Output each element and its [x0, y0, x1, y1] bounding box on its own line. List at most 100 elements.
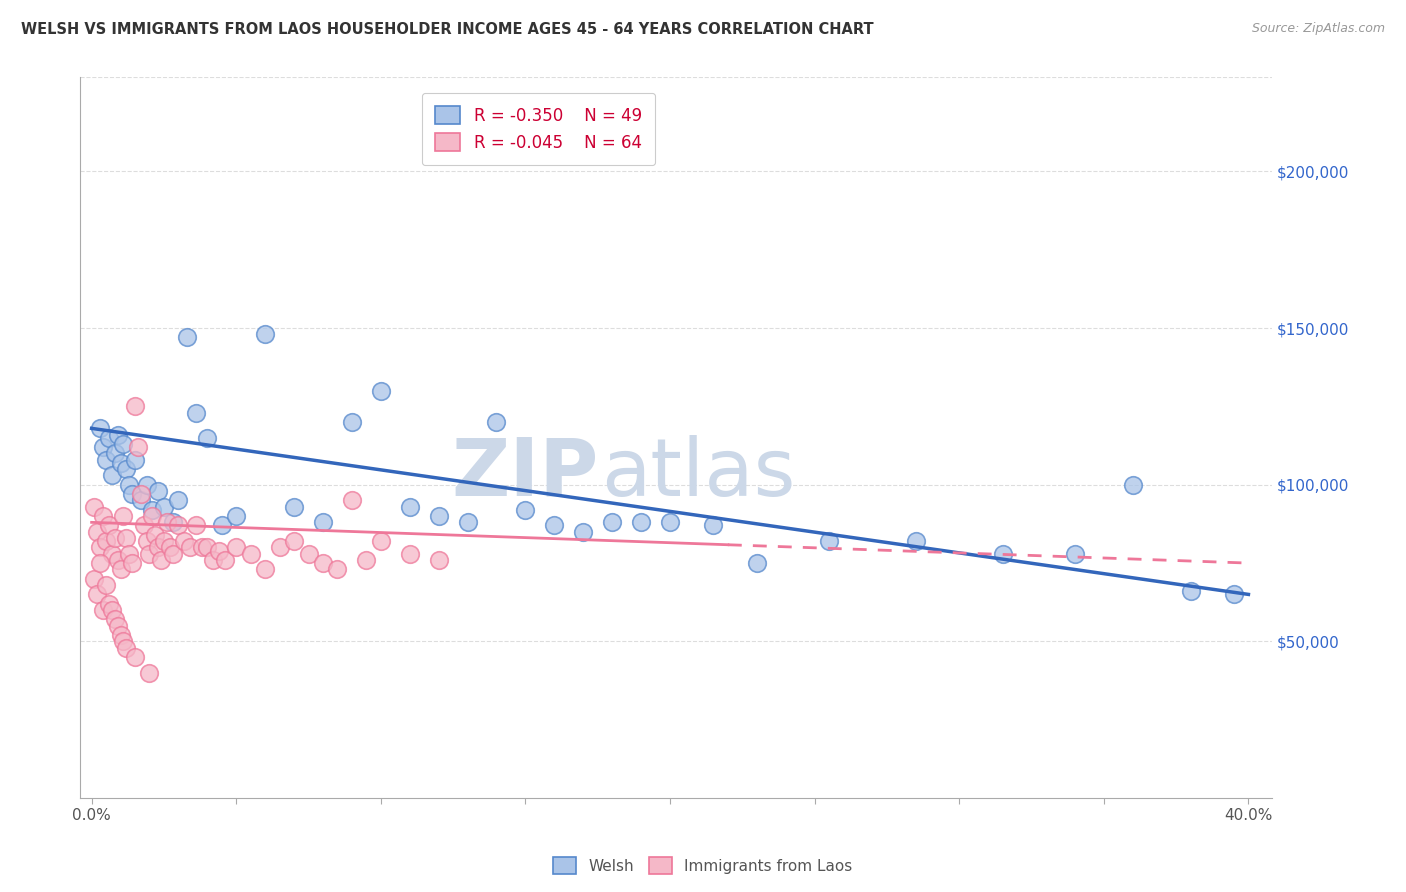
Text: WELSH VS IMMIGRANTS FROM LAOS HOUSEHOLDER INCOME AGES 45 - 64 YEARS CORRELATION : WELSH VS IMMIGRANTS FROM LAOS HOUSEHOLDE… — [21, 22, 873, 37]
Point — [254, 327, 277, 342]
Point — [115, 640, 138, 655]
Point — [370, 384, 392, 398]
Point — [121, 556, 143, 570]
Point — [91, 440, 114, 454]
Point — [110, 562, 132, 576]
Point — [225, 541, 247, 555]
Point — [112, 509, 135, 524]
Point — [356, 553, 378, 567]
Point — [104, 446, 127, 460]
Point — [162, 516, 184, 530]
Point — [167, 493, 190, 508]
Point — [150, 553, 173, 567]
Point — [118, 477, 141, 491]
Point — [146, 541, 169, 555]
Point — [370, 534, 392, 549]
Point — [89, 556, 111, 570]
Point — [283, 534, 305, 549]
Point — [818, 534, 841, 549]
Text: ZIP: ZIP — [451, 434, 599, 513]
Point — [94, 534, 117, 549]
Point — [190, 541, 212, 555]
Point — [107, 553, 129, 567]
Point — [135, 477, 157, 491]
Point — [115, 462, 138, 476]
Point — [485, 415, 508, 429]
Point — [89, 421, 111, 435]
Point — [225, 509, 247, 524]
Point — [283, 500, 305, 514]
Point — [543, 518, 565, 533]
Point — [110, 628, 132, 642]
Point — [398, 500, 420, 514]
Point — [129, 493, 152, 508]
Point — [129, 487, 152, 501]
Point — [312, 516, 335, 530]
Point — [991, 547, 1014, 561]
Point — [195, 541, 218, 555]
Point — [702, 518, 724, 533]
Point — [141, 509, 163, 524]
Point — [904, 534, 927, 549]
Text: Source: ZipAtlas.com: Source: ZipAtlas.com — [1251, 22, 1385, 36]
Point — [97, 431, 120, 445]
Point — [1223, 587, 1246, 601]
Point — [112, 634, 135, 648]
Point — [167, 518, 190, 533]
Point — [101, 603, 124, 617]
Point — [124, 452, 146, 467]
Point — [184, 406, 207, 420]
Point — [94, 578, 117, 592]
Point — [115, 531, 138, 545]
Point — [86, 524, 108, 539]
Point — [745, 556, 768, 570]
Point — [124, 400, 146, 414]
Point — [269, 541, 291, 555]
Point — [91, 603, 114, 617]
Point — [340, 493, 363, 508]
Point — [297, 547, 319, 561]
Point — [153, 534, 176, 549]
Point — [202, 553, 225, 567]
Point — [659, 516, 682, 530]
Legend: R = -0.350    N = 49, R = -0.045    N = 64: R = -0.350 N = 49, R = -0.045 N = 64 — [422, 93, 655, 165]
Point — [156, 516, 179, 530]
Point — [104, 612, 127, 626]
Point — [153, 500, 176, 514]
Point — [427, 509, 450, 524]
Point — [138, 547, 160, 561]
Point — [1180, 584, 1202, 599]
Point — [83, 572, 105, 586]
Point — [326, 562, 349, 576]
Point — [101, 547, 124, 561]
Point — [112, 437, 135, 451]
Point — [107, 619, 129, 633]
Point — [94, 452, 117, 467]
Point — [107, 427, 129, 442]
Point — [141, 503, 163, 517]
Point — [97, 518, 120, 533]
Point — [101, 468, 124, 483]
Point — [214, 553, 236, 567]
Point — [91, 509, 114, 524]
Text: atlas: atlas — [600, 434, 796, 513]
Point — [457, 516, 479, 530]
Point — [138, 665, 160, 680]
Point — [143, 528, 166, 542]
Point — [312, 556, 335, 570]
Point — [127, 440, 149, 454]
Point — [110, 456, 132, 470]
Point — [600, 516, 623, 530]
Point — [427, 553, 450, 567]
Point — [135, 534, 157, 549]
Point — [118, 547, 141, 561]
Point — [121, 487, 143, 501]
Point — [86, 587, 108, 601]
Point — [146, 483, 169, 498]
Point — [1064, 547, 1087, 561]
Point — [173, 534, 195, 549]
Point — [83, 500, 105, 514]
Point — [159, 541, 181, 555]
Point — [124, 650, 146, 665]
Point — [630, 516, 652, 530]
